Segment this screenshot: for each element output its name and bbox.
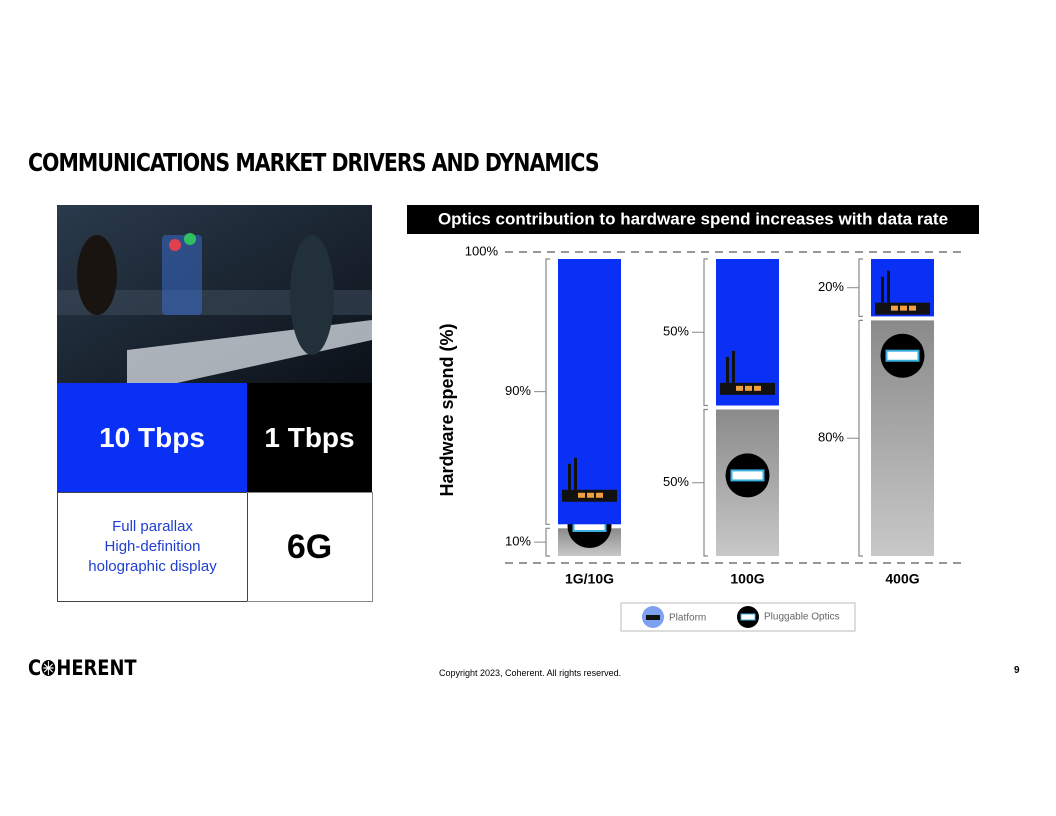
router-icon [881,276,884,303]
slide-title: COMMUNICATIONS MARKET DRIVERS AND DYNAMI… [28,148,600,177]
y-tick-label: 100% [465,243,499,258]
optic-icon [885,349,920,362]
router-icon [909,305,916,311]
bracket [858,258,863,317]
legend-swatch [646,615,660,620]
legend-swatch [740,613,756,621]
router-icon [887,270,890,303]
copyright: Copyright 2023, Coherent. All rights res… [439,668,622,678]
router-icon [891,305,898,311]
router-icon [754,385,761,391]
bracket [703,258,708,407]
photo [57,205,372,383]
data-label: 20% [818,279,844,294]
router-icon [587,492,594,498]
y-axis-label: Hardware spend (%) [437,323,457,496]
data-label: 50% [663,324,689,339]
logo-text: C [28,656,42,680]
router-icon [596,492,603,498]
router-icon [574,457,577,490]
data-label: 90% [505,383,531,398]
router-icon [732,350,735,383]
logo: C HERENT [28,656,137,680]
optic-icon [730,469,765,482]
feature-text: holographic display [88,558,217,575]
data-label: 80% [818,430,844,445]
metric-cell: 1 Tbps [247,383,372,492]
data-label: 50% [663,474,689,489]
bracket [545,527,550,557]
router-icon [900,305,907,311]
legend-label: Platform [669,613,706,624]
router-icon [578,492,585,498]
legend-label: Pluggable Optics [764,612,840,623]
chart-title: Optics contribution to hardware spend in… [438,209,948,228]
logo-globe [41,660,56,676]
feature-cell: Full parallax High-definition holographi… [57,492,248,602]
bracket [858,319,863,557]
router-icon [745,385,752,391]
router-icon [726,356,729,383]
logo-text: HERENT [56,656,137,680]
data-label: 10% [505,534,531,549]
bracket [545,258,550,525]
x-tick-label: 100G [730,571,764,587]
metric-cell: 6G [247,492,373,602]
chart-title-bar [407,205,979,234]
feature-text: Full parallax [112,518,193,535]
metric-cell: 10 Tbps [57,383,247,492]
feature-text: High-definition [104,538,201,555]
x-tick-label: 1G/10G [565,571,614,587]
page-number: 9 [1014,665,1020,676]
router-icon [568,463,571,490]
router-icon [736,385,743,391]
x-tick-label: 400G [885,571,919,587]
bracket [703,408,708,557]
bar-segment [558,259,621,525]
